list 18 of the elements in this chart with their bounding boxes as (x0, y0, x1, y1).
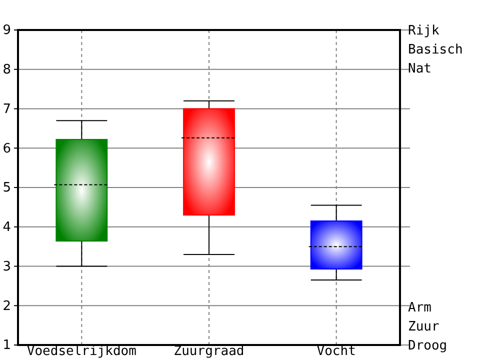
x-tick-label: Vocht (316, 344, 356, 360)
y-tick-label: 1 (2, 338, 11, 354)
y-tick-label: 9 (2, 23, 11, 38)
annotation: Nat (408, 62, 432, 77)
x-tick-label: Zuurgraad (174, 344, 244, 360)
y-tick-label: 5 (2, 180, 11, 196)
annotation: Droog (408, 338, 448, 354)
y-tick-label: 6 (2, 141, 11, 156)
annotation: Arm (408, 300, 432, 316)
annotation: Rijk (408, 24, 440, 39)
annotation: Basisch (408, 42, 463, 58)
y-tick-label: 3 (2, 259, 11, 274)
y-tick-label: 8 (2, 62, 11, 78)
x-tick-label: Voedselrijkdom (26, 344, 137, 360)
y-tick-label: 2 (2, 298, 11, 314)
annotation: Zuur (408, 320, 440, 335)
y-tick-label: 7 (2, 102, 11, 117)
y-tick-label: 4 (2, 220, 11, 236)
